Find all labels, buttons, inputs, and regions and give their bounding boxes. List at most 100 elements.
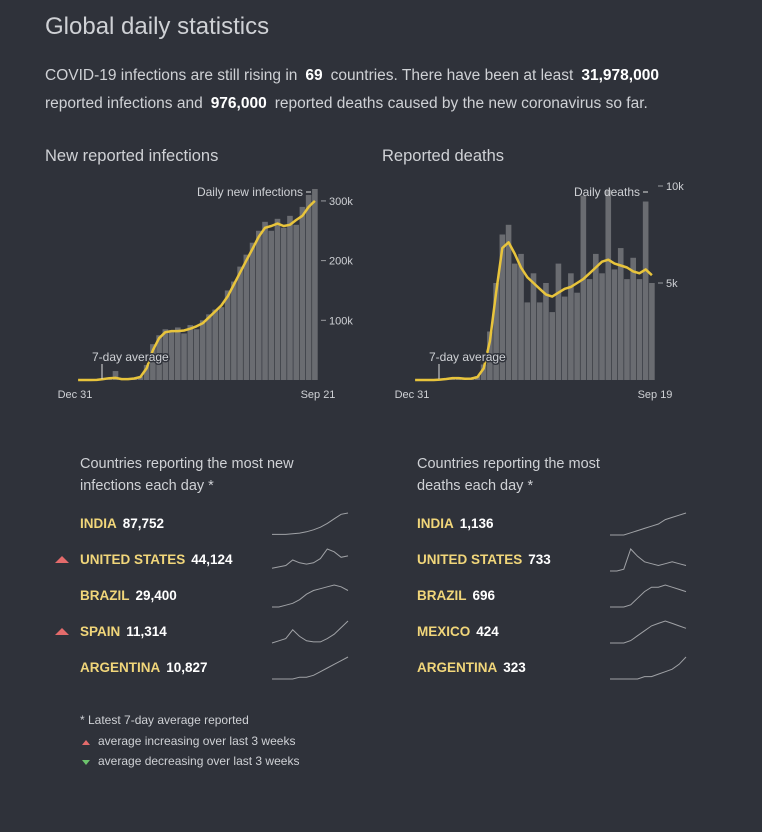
sparkline [272,584,349,608]
daily-bar [630,257,636,380]
table-title: infections each day * [80,478,214,494]
daily-bar [561,296,568,380]
down-arrow [82,760,90,765]
country-name: BRAZIL [80,588,130,603]
sparkline [610,656,687,680]
daily-bar [243,254,250,380]
daily-bar [256,230,262,380]
summary-line: reported infections and 976,000 reported d… [45,95,648,112]
daily-bar [580,195,587,380]
daily-bar [480,364,487,380]
average-line [415,241,653,382]
y-tick-label: 5k [666,278,678,290]
y-tick-label: 300k [329,196,353,208]
country-name: BRAZIL [417,588,467,603]
country-value: 11,314 [126,624,167,639]
daily-bar [642,201,649,380]
country-value: 1,136 [460,516,494,531]
daily-bar [206,314,212,380]
row-label: MEXICO 424 [417,624,499,639]
daily-bar [212,309,218,380]
daily-bar [168,332,175,380]
rising-arrow [55,628,69,635]
series-label: 7-day average [429,350,506,364]
x-tick-label: Sep 21 [301,389,336,401]
chart-title: New reported infections [45,147,218,165]
daily-bar [287,215,293,380]
y-tick-label: 10k [666,181,684,193]
daily-bar [555,263,562,380]
series-label: Daily new infections [197,185,303,199]
y-tick-label: 200k [329,256,353,268]
table-title: Countries reporting the most new [80,456,294,472]
summary-text: reported infections and [45,95,203,112]
daily-bar [305,194,312,380]
daily-bar [199,320,206,380]
daily-bar [611,269,618,380]
daily-bar [649,283,655,380]
sparkline [272,512,349,535]
sparkline [272,656,349,680]
row-label: UNITED STATES 733 [417,552,551,567]
daily-bar [262,221,268,380]
daily-bar [543,283,549,380]
daily-bar [530,273,537,380]
footnote: average increasing over last 3 weeks [98,734,295,748]
footnote: average decreasing over last 3 weeks [98,754,299,768]
daily-bar [224,290,231,380]
table-title: deaths each day * [417,478,533,494]
daily-bar [268,230,275,380]
sparkline [610,512,687,536]
rising-arrow [55,556,69,563]
daily-bar [280,227,287,380]
chart-title: Reported deaths [382,147,504,165]
row-label: ARGENTINA 10,827 [80,660,208,675]
country-value: 733 [528,552,551,567]
daily-bar [299,206,306,380]
daily-bar [524,302,531,380]
daily-bar [586,279,593,380]
country-name: MEXICO [417,624,470,639]
daily-bar [605,189,612,380]
sparkline [271,620,349,644]
country-name: UNITED STATES [80,552,185,567]
x-tick-label: Dec 31 [395,389,430,401]
daily-bar [487,331,493,380]
country-value: 323 [503,660,526,675]
daily-bar [143,365,150,380]
daily-bar [549,312,555,380]
row-label: SPAIN 11,314 [80,624,167,639]
country-name: INDIA [80,516,117,531]
country-name: UNITED STATES [417,552,522,567]
daily-bar [193,329,200,380]
sparkline [610,548,687,572]
daily-bar [599,273,605,380]
daily-bar [249,242,256,380]
summary-text: countries. There have been at least [331,67,574,84]
row-label: ARGENTINA 323 [417,660,526,675]
daily-bar [181,333,187,380]
daily-bar [150,344,156,380]
country-value: 87,752 [123,516,164,531]
summary-number: 31,978,000 [581,67,659,84]
average-line [78,200,316,382]
daily-bar [512,263,518,380]
sparkline [610,620,687,644]
summary-number: 976,000 [211,95,267,112]
table-title: Countries reporting the most [417,456,600,472]
daily-bar [274,218,281,380]
country-name: SPAIN [80,624,120,639]
country-value: 696 [473,588,496,603]
daily-bar [156,335,162,380]
daily-bar [568,273,574,380]
daily-bar [112,371,119,380]
row-label: INDIA 1,136 [417,516,494,531]
x-tick-label: Sep 19 [638,389,673,401]
country-name: INDIA [417,516,454,531]
sparkline [610,584,687,608]
country-value: 44,124 [191,552,233,567]
summary-line: COVID-19 infections are still rising in 6… [45,67,659,84]
country-name: ARGENTINA [80,660,160,675]
